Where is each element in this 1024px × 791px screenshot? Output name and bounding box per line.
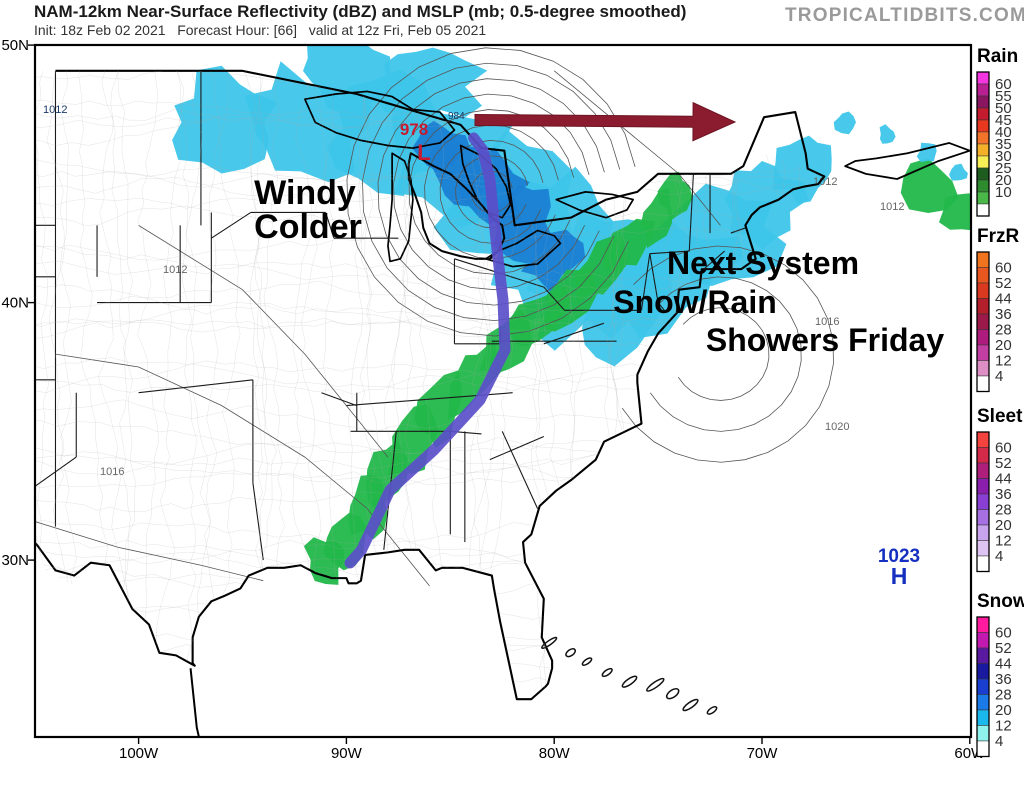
svg-text:984: 984 — [448, 111, 465, 122]
svg-text:4: 4 — [995, 548, 1003, 565]
svg-text:44: 44 — [995, 291, 1012, 308]
svg-text:36: 36 — [995, 486, 1012, 503]
svg-text:12: 12 — [995, 353, 1012, 370]
svg-text:30N: 30N — [1, 552, 29, 569]
svg-text:1012: 1012 — [813, 176, 837, 188]
svg-text:978: 978 — [400, 120, 428, 139]
svg-text:1012: 1012 — [880, 201, 904, 213]
svg-text:60: 60 — [995, 260, 1012, 277]
svg-text:52: 52 — [995, 275, 1012, 292]
svg-text:Snow: Snow — [977, 591, 1024, 612]
svg-text:50N: 50N — [1, 37, 29, 54]
svg-text:40N: 40N — [1, 295, 29, 312]
svg-text:1016: 1016 — [100, 466, 124, 478]
svg-text:Windy: Windy — [254, 174, 356, 212]
svg-text:36: 36 — [995, 671, 1012, 688]
svg-text:100W: 100W — [119, 745, 159, 762]
svg-text:70W: 70W — [747, 745, 779, 762]
svg-text:L: L — [417, 140, 430, 165]
svg-text:28: 28 — [995, 687, 1012, 704]
svg-text:20: 20 — [995, 337, 1012, 354]
svg-text:28: 28 — [995, 322, 1012, 339]
svg-text:H: H — [891, 563, 908, 589]
svg-text:Init: 18z Feb 02 2021 Foreca: Init: 18z Feb 02 2021 Forecast Hour: [66… — [34, 22, 486, 38]
svg-text:NAM-12km Near-Surface Reflecti: NAM-12km Near-Surface Reflectivity (dBZ)… — [34, 2, 686, 21]
svg-text:60: 60 — [995, 625, 1012, 642]
svg-text:20: 20 — [995, 517, 1012, 534]
svg-text:Rain: Rain — [977, 46, 1018, 67]
svg-text:TROPICALTIDBITS.COM: TROPICALTIDBITS.COM — [785, 5, 1024, 26]
svg-text:Snow/Rain: Snow/Rain — [613, 284, 777, 320]
svg-text:36: 36 — [995, 306, 1012, 323]
svg-text:44: 44 — [995, 471, 1012, 488]
svg-text:52: 52 — [995, 455, 1012, 472]
svg-text:4: 4 — [995, 733, 1003, 750]
svg-text:90W: 90W — [331, 745, 363, 762]
svg-text:4: 4 — [995, 368, 1003, 385]
svg-text:44: 44 — [995, 656, 1012, 673]
svg-text:60: 60 — [995, 440, 1012, 457]
svg-text:Showers Friday: Showers Friday — [706, 322, 945, 358]
svg-text:12: 12 — [995, 533, 1012, 550]
svg-text:80W: 80W — [539, 745, 571, 762]
svg-text:1020: 1020 — [825, 421, 849, 433]
svg-text:12: 12 — [995, 718, 1012, 735]
svg-text:Colder: Colder — [254, 208, 362, 246]
svg-text:28: 28 — [995, 502, 1012, 519]
svg-text:Sleet: Sleet — [977, 406, 1023, 427]
svg-text:FrzR: FrzR — [977, 226, 1020, 247]
svg-text:10: 10 — [995, 184, 1012, 201]
svg-text:Next System: Next System — [667, 245, 859, 281]
svg-text:52: 52 — [995, 640, 1012, 657]
svg-text:20: 20 — [995, 702, 1012, 719]
